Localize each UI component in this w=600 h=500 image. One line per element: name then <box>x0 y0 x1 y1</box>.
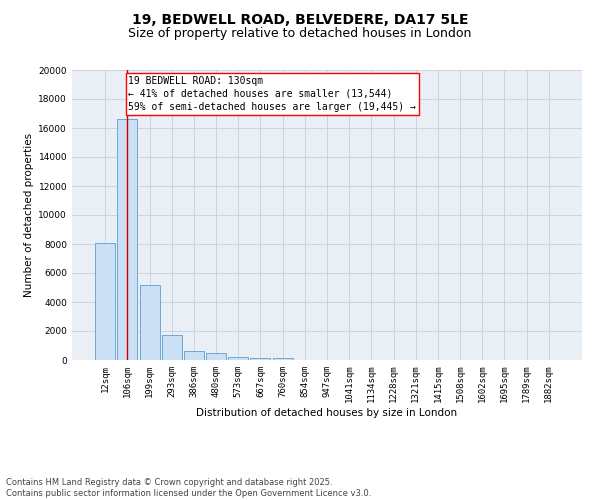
X-axis label: Distribution of detached houses by size in London: Distribution of detached houses by size … <box>196 408 458 418</box>
Bar <box>228 357 248 360</box>
Bar <box>272 358 293 360</box>
Text: 19 BEDWELL ROAD: 130sqm
← 41% of detached houses are smaller (13,544)
59% of sem: 19 BEDWELL ROAD: 130sqm ← 41% of detache… <box>128 76 416 112</box>
Bar <box>184 351 204 360</box>
Bar <box>118 120 137 360</box>
Text: Size of property relative to detached houses in London: Size of property relative to detached ho… <box>128 28 472 40</box>
Bar <box>250 358 271 360</box>
Y-axis label: Number of detached properties: Number of detached properties <box>24 133 34 297</box>
Bar <box>140 284 160 360</box>
Bar <box>95 242 115 360</box>
Bar <box>206 353 226 360</box>
Text: Contains HM Land Registry data © Crown copyright and database right 2025.
Contai: Contains HM Land Registry data © Crown c… <box>6 478 371 498</box>
Text: 19, BEDWELL ROAD, BELVEDERE, DA17 5LE: 19, BEDWELL ROAD, BELVEDERE, DA17 5LE <box>132 12 468 26</box>
Bar <box>162 334 182 360</box>
